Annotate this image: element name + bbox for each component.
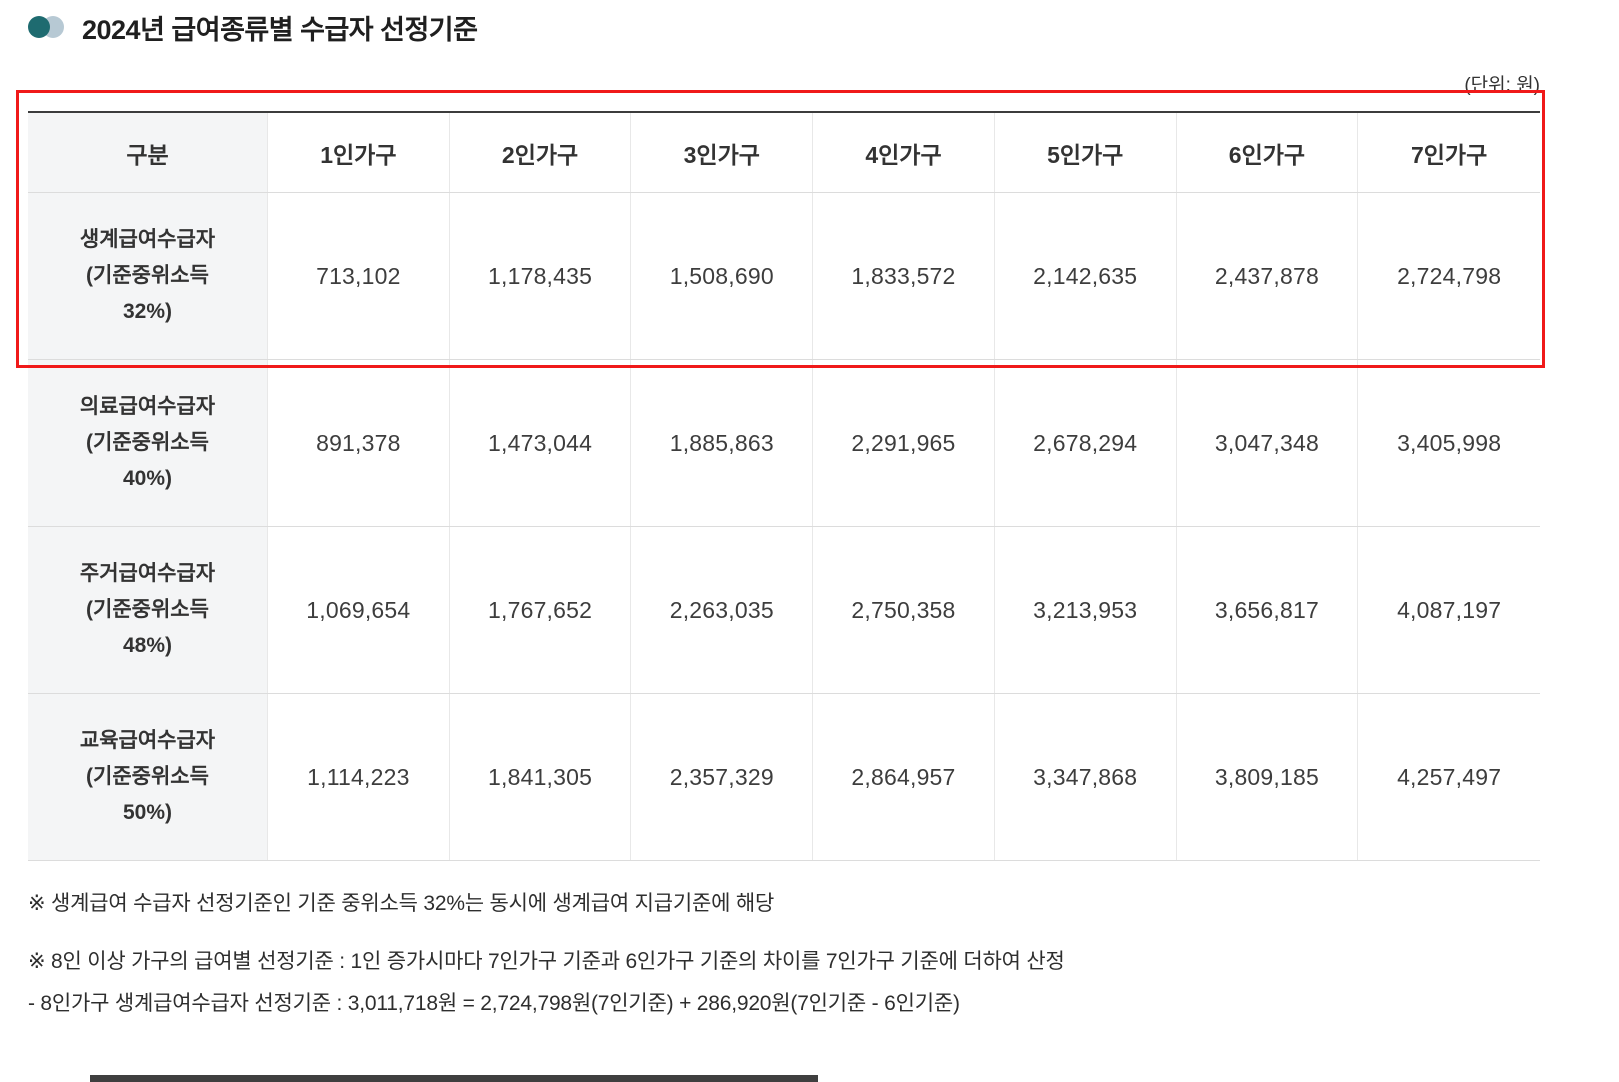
footnotes: ※ 생계급여 수급자 선정기준인 기준 중위소득 32%는 동시에 생계급여 지…: [28, 891, 1540, 1017]
value-cell: 1,473,044: [450, 360, 632, 526]
value-cell: 2,678,294: [995, 360, 1177, 526]
footnote: ※ 8인 이상 가구의 급여별 선정기준 : 1인 증가시마다 7인가구 기준과…: [28, 950, 1065, 973]
unit-label: (단위: 원): [1464, 75, 1540, 96]
value-cell: 1,833,572: [813, 193, 995, 359]
row-label-line: 32%): [122, 300, 173, 323]
criteria-table: 구분 1인가구 2인가구 3인가구 4인가구 5인가구 6인가구 7인가구 생계…: [16, 90, 1545, 861]
value-cell: 2,263,035: [631, 527, 814, 693]
title-bullet-icon: [28, 16, 66, 38]
header-category: 구분: [28, 113, 268, 192]
header-5-person: 5인가구: [995, 113, 1177, 192]
value-cell: 3,047,348: [1177, 360, 1359, 526]
row-label: 생계급여수급자 (기준중위소득 32%): [28, 193, 268, 359]
row-label-line: (기준중위소득: [86, 264, 209, 287]
header-2-person: 2인가구: [450, 113, 632, 192]
value-cell: 2,864,957: [813, 694, 995, 860]
value-cell: 1,508,690: [631, 193, 814, 359]
value-cell: 3,656,817: [1177, 527, 1359, 693]
row-label-line: 교육급여수급자: [79, 729, 216, 752]
bottom-partial-bar: [90, 1075, 818, 1082]
value-cell: 4,257,497: [1397, 763, 1502, 790]
page-title: 2024년 급여종류별 수급자 선정기준: [82, 14, 478, 45]
header-1-person: 1인가구: [268, 113, 450, 192]
table-row-education-benefit: 교육급여수급자 (기준중위소득 50%) 1,114,223 1,841,305…: [28, 694, 1540, 861]
table-header-row: 구분 1인가구 2인가구 3인가구 4인가구 5인가구 6인가구 7인가구: [28, 113, 1540, 193]
value-cell: 2,142,635: [995, 193, 1177, 359]
footnote: - 8인가구 생계급여수급자 선정기준 : 3,011,718원 = 2,724…: [28, 992, 960, 1015]
value-cell: 1,885,863: [631, 360, 814, 526]
value-cell: 713,102: [268, 193, 450, 359]
value-cell: 2,437,878: [1177, 193, 1359, 359]
row-label-line: 48%): [122, 634, 173, 657]
content-area: 2024년 급여종류별 수급자 선정기준 (단위: 원) 구분 1인가구 2인가…: [16, 0, 1545, 1017]
value-cell: 1,069,654: [268, 527, 450, 693]
row-label-line: (기준중위소득: [86, 598, 209, 621]
table-row-housing-benefit: 주거급여수급자 (기준중위소득 48%) 1,069,654 1,767,652…: [28, 527, 1540, 694]
row-label-line: 40%): [122, 467, 173, 490]
header-7-person: 7인가구: [1410, 141, 1488, 168]
row-label: 주거급여수급자 (기준중위소득 48%): [28, 527, 268, 693]
value-cell: 2,724,798: [1397, 262, 1502, 289]
footnote: ※ 생계급여 수급자 선정기준인 기준 중위소득 32%는 동시에 생계급여 지…: [28, 892, 775, 915]
row-label-line: 주거급여수급자: [79, 562, 216, 585]
value-cell: 1,841,305: [450, 694, 632, 860]
value-cell: 3,809,185: [1177, 694, 1359, 860]
table-row-livelihood-benefit: 생계급여수급자 (기준중위소득 32%) 713,102 1,178,435 1…: [28, 193, 1540, 360]
row-label-line: (기준중위소득: [86, 765, 209, 788]
value-cell: 1,178,435: [450, 193, 632, 359]
value-cell: 3,405,998: [1397, 429, 1502, 456]
value-cell: 891,378: [268, 360, 450, 526]
header-3-person: 3인가구: [631, 113, 814, 192]
row-label: 교육급여수급자 (기준중위소득 50%): [28, 694, 268, 860]
table-row-medical-benefit: 의료급여수급자 (기준중위소득 40%) 891,378 1,473,044 1…: [28, 360, 1540, 527]
value-cell: 3,347,868: [995, 694, 1177, 860]
header-6-person: 6인가구: [1177, 113, 1359, 192]
value-cell: 2,750,358: [813, 527, 995, 693]
row-label-line: 생계급여수급자: [79, 228, 216, 251]
value-cell: 2,357,329: [631, 694, 814, 860]
row-label-line: 의료급여수급자: [79, 395, 216, 418]
value-cell: 4,087,197: [1397, 596, 1502, 623]
header-4-person: 4인가구: [813, 113, 995, 192]
value-cell: 2,291,965: [813, 360, 995, 526]
row-label: 의료급여수급자 (기준중위소득 40%): [28, 360, 268, 526]
row-label-line: 50%): [122, 801, 173, 824]
bullet-dark-circle-icon: [28, 16, 50, 38]
row-label-line: (기준중위소득: [86, 431, 209, 454]
value-cell: 1,114,223: [268, 694, 450, 860]
value-cell: 3,213,953: [995, 527, 1177, 693]
title-row: 2024년 급여종류별 수급자 선정기준: [28, 0, 1540, 45]
value-cell: 1,767,652: [450, 527, 632, 693]
